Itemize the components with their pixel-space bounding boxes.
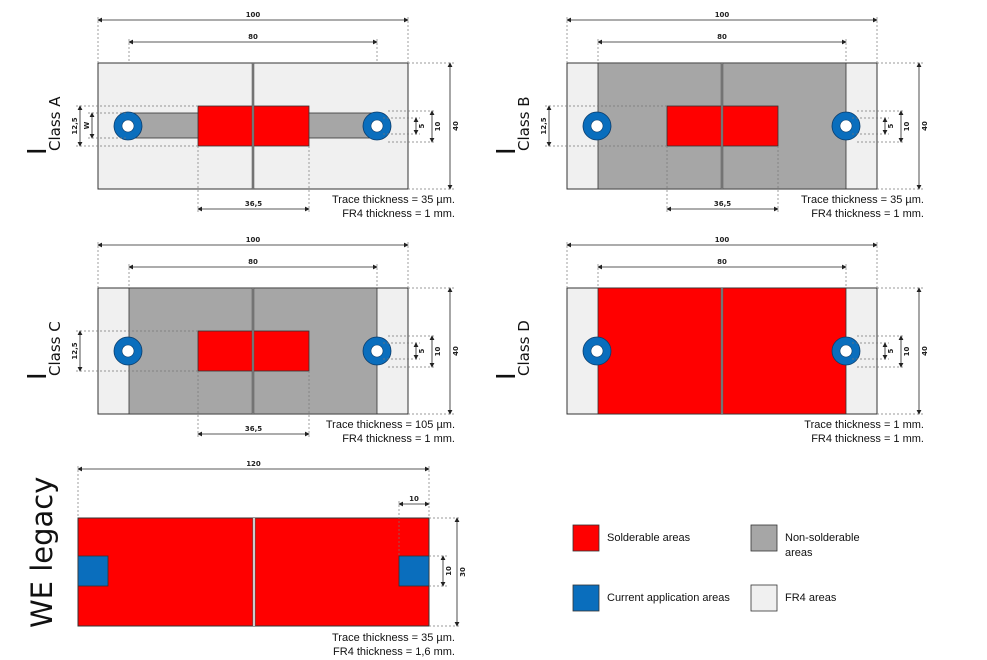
- dimension-label: 10: [434, 347, 442, 357]
- dimension-label: 10: [434, 122, 442, 132]
- dimension-label: W: [83, 121, 91, 129]
- ring-hole: [839, 119, 853, 133]
- fr4-thickness-note: FR4 thickness = 1 mm.: [811, 433, 924, 445]
- legend-label: areas: [785, 547, 813, 559]
- legend-item-fr4: FR4 areas: [750, 584, 837, 612]
- dimension-label: 30: [459, 567, 467, 577]
- trace-thickness-note: Trace thickness = 35 µm.: [332, 632, 455, 644]
- dimension-label: 12,5: [540, 117, 548, 134]
- dimension-label: 100: [715, 11, 730, 19]
- panel-we-legacy: 120 10 10 30 Trace thickness = 35 µm. FR4 thi…: [25, 460, 467, 658]
- dimension-label: 40: [921, 346, 929, 356]
- dimension-label: 40: [452, 346, 460, 356]
- panel-class-b: 100 80 40 10 5 36,5 12,5 Trace thickness = 35 µ…: [492, 11, 929, 220]
- class-label-sub: Class C: [46, 321, 64, 376]
- class-label-main: I: [492, 147, 522, 155]
- ring-hole: [121, 344, 135, 358]
- dimension-label: 10: [903, 122, 911, 132]
- dimension-label: 100: [246, 11, 261, 19]
- class-label-main: I: [23, 147, 53, 155]
- dimension-label: 80: [248, 258, 258, 266]
- dimension-label: 80: [248, 33, 258, 41]
- legend-label: Non-solderable: [785, 532, 860, 544]
- legend-label: Solderable areas: [607, 532, 691, 544]
- class-label-main: I: [492, 372, 522, 380]
- legend-label: Current application areas: [607, 592, 730, 604]
- trace-thickness-note: Trace thickness = 1 mm.: [804, 419, 924, 431]
- fr4-thickness-note: FR4 thickness = 1 mm.: [811, 208, 924, 220]
- trace-thickness-note: Trace thickness = 105 µm.: [326, 419, 455, 431]
- dimension-label: 100: [715, 236, 730, 244]
- dimension-label: 100: [246, 236, 261, 244]
- ring-hole: [370, 119, 384, 133]
- dimension-label: 12,5: [71, 342, 79, 359]
- dimension-label: 5: [418, 123, 426, 128]
- fr4-thickness-note: FR4 thickness = 1,6 mm.: [333, 646, 455, 658]
- dimension-label: 40: [921, 121, 929, 131]
- panel-class-a: 100 80 40 10 5 36,5 12,5 W Trace thickness = 35 …: [23, 11, 460, 220]
- dimension-label: 36,5: [714, 200, 731, 208]
- dimension-label: 12,5: [71, 117, 79, 134]
- legend-swatch: [750, 584, 778, 612]
- ring-hole: [590, 344, 604, 358]
- class-label-sub: Class A: [46, 96, 64, 151]
- dimension-label: 5: [887, 348, 895, 353]
- panel-class-c: 100 80 40 10 5 36,5 12,5 Trace thickness = 105 …: [23, 236, 460, 445]
- legend-swatch: [572, 584, 600, 612]
- dimension-label: 36,5: [245, 200, 262, 208]
- class-label-main: I: [23, 372, 53, 380]
- current-application-pad-left: [77, 555, 109, 587]
- ring-hole: [370, 344, 384, 358]
- dimension-label: 5: [418, 348, 426, 353]
- dimension-label: 36,5: [245, 425, 262, 433]
- trace-thickness-note: Trace thickness = 35 µm.: [801, 194, 924, 206]
- ring-hole: [839, 344, 853, 358]
- legend-swatch: [750, 524, 778, 552]
- dimension-label: 10: [445, 566, 453, 576]
- ring-hole: [121, 119, 135, 133]
- dimension-label: 120: [246, 460, 261, 468]
- legacy-label: WE legacy: [25, 477, 59, 628]
- dimension-label: 80: [717, 258, 727, 266]
- dimension-label: 80: [717, 33, 727, 41]
- trace-thickness-note: Trace thickness = 35 µm.: [332, 194, 455, 206]
- ring-hole: [590, 119, 604, 133]
- legend-item-solderable: Solderable areas: [572, 524, 691, 552]
- dimension-label: 10: [409, 495, 419, 503]
- legend-item-current: Current application areas: [572, 584, 730, 612]
- panel-class-d: 100 80 40 10 5 Trace thickness = 1 mm. FR4 thi…: [492, 236, 929, 445]
- fr4-thickness-note: FR4 thickness = 1 mm.: [342, 433, 455, 445]
- class-label-sub: Class D: [515, 320, 533, 376]
- legend-item-nonsolderable: Non-solderable areas: [750, 524, 860, 559]
- dimension-label: 40: [452, 121, 460, 131]
- class-label-sub: Class B: [515, 96, 533, 151]
- current-application-pad-right: [398, 555, 430, 587]
- fr4-thickness-note: FR4 thickness = 1 mm.: [342, 208, 455, 220]
- legend-swatch: [572, 524, 600, 552]
- dimension-label: 5: [887, 123, 895, 128]
- legend-label: FR4 areas: [785, 592, 837, 604]
- dimension-label: 10: [903, 347, 911, 357]
